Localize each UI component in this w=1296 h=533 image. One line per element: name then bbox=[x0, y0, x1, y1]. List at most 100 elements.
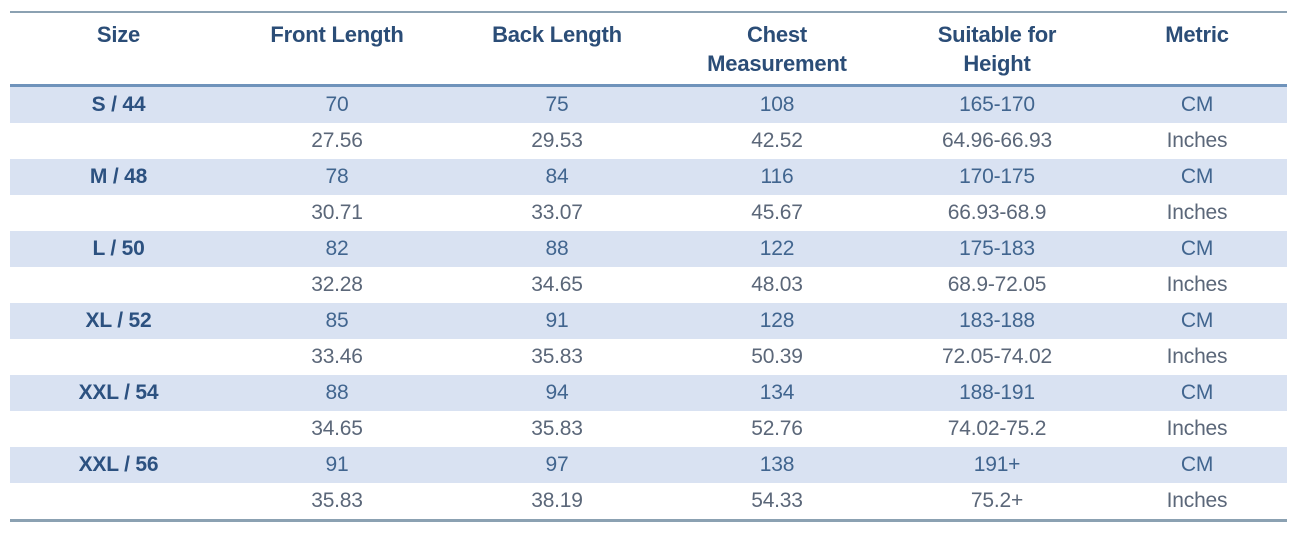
value-cell: 84 bbox=[545, 165, 569, 189]
value-cell: CM bbox=[1180, 93, 1214, 117]
value-cell: 191+ bbox=[973, 453, 1021, 477]
value-cell: 64.96-66.93 bbox=[942, 129, 1052, 153]
value-cell: 72.05-74.02 bbox=[942, 345, 1052, 369]
value-cell: 52.76 bbox=[751, 417, 803, 441]
table-row-cm: XXL / 56 91 97 138 191+ CM bbox=[10, 447, 1287, 484]
value-cell: 165-170 bbox=[959, 93, 1035, 117]
column-header-size: Size bbox=[10, 12, 227, 86]
value-cell: CM bbox=[1180, 237, 1214, 261]
column-header-front-length: Front Length bbox=[227, 12, 447, 86]
value-cell: 94 bbox=[545, 381, 569, 405]
size-cell: M / 48 bbox=[89, 165, 148, 189]
column-header-metric: Metric bbox=[1107, 12, 1287, 86]
value-cell: 134 bbox=[759, 381, 795, 405]
value-cell: 42.52 bbox=[751, 129, 803, 153]
column-header-back-length: Back Length bbox=[447, 12, 667, 86]
size-cell: XXL / 54 bbox=[78, 381, 159, 405]
value-cell: 32.28 bbox=[311, 273, 363, 297]
size-cell bbox=[10, 339, 227, 375]
value-cell: 85 bbox=[325, 309, 349, 333]
column-header-line: Front Length bbox=[270, 22, 404, 47]
value-cell: 74.02-75.2 bbox=[947, 417, 1047, 441]
value-cell: Inches bbox=[1166, 489, 1228, 513]
table-row-cm: M / 48 78 84 116 170-175 CM bbox=[10, 159, 1287, 196]
value-cell: 48.03 bbox=[751, 273, 803, 297]
size-cell bbox=[10, 123, 227, 159]
value-cell: 88 bbox=[325, 381, 349, 405]
value-cell: 108 bbox=[759, 93, 795, 117]
value-cell: 91 bbox=[325, 453, 349, 477]
value-cell: 27.56 bbox=[311, 129, 363, 153]
value-cell: 75 bbox=[545, 93, 569, 117]
value-cell: 29.53 bbox=[531, 129, 583, 153]
column-header-chest-measurement: Chest Measurement bbox=[667, 12, 887, 86]
column-header-line: Chest bbox=[746, 22, 808, 47]
value-cell: CM bbox=[1180, 165, 1214, 189]
table-row-inches: 33.46 35.83 50.39 72.05-74.02 Inches bbox=[10, 339, 1287, 375]
value-cell: 35.83 bbox=[311, 489, 363, 513]
table-row-cm: L / 50 82 88 122 175-183 CM bbox=[10, 231, 1287, 268]
value-cell: 183-188 bbox=[959, 309, 1035, 333]
size-cell: XL / 52 bbox=[85, 309, 152, 333]
value-cell: 175-183 bbox=[959, 237, 1035, 261]
value-cell: 91 bbox=[545, 309, 569, 333]
header-row: Size Front Length Back Length Chest Measurem… bbox=[10, 12, 1287, 86]
value-cell: 34.65 bbox=[531, 273, 583, 297]
table-row-inches: 30.71 33.07 45.67 66.93-68.9 Inches bbox=[10, 195, 1287, 231]
column-header-line: Metric bbox=[1165, 22, 1229, 47]
value-cell: 116 bbox=[760, 165, 794, 189]
table-body: S / 44 70 75 108 165-170 CM 27.56 29.53 42.52 64.… bbox=[10, 85, 1287, 521]
value-cell: 38.19 bbox=[531, 489, 583, 513]
value-cell: Inches bbox=[1166, 129, 1228, 153]
value-cell: 66.93-68.9 bbox=[947, 201, 1047, 225]
value-cell: 170-175 bbox=[959, 165, 1035, 189]
column-header-line: Height bbox=[963, 50, 1031, 76]
table-header: Size Front Length Back Length Chest Measurem… bbox=[10, 12, 1287, 86]
table-row-inches: 32.28 34.65 48.03 68.9-72.05 Inches bbox=[10, 267, 1287, 303]
value-cell: 138 bbox=[759, 453, 795, 477]
value-cell: 30.71 bbox=[311, 201, 363, 225]
value-cell: Inches bbox=[1166, 201, 1228, 225]
value-cell: Inches bbox=[1166, 345, 1228, 369]
value-cell: 33.07 bbox=[531, 201, 583, 225]
column-header-suitable-for-height: Suitable for Height bbox=[887, 12, 1107, 86]
value-cell: CM bbox=[1180, 381, 1214, 405]
size-chart-table: Size Front Length Back Length Chest Measurem… bbox=[10, 11, 1287, 522]
column-header-line: Back Length bbox=[492, 22, 622, 47]
value-cell: 34.65 bbox=[311, 417, 363, 441]
value-cell: CM bbox=[1180, 309, 1214, 333]
table-row-inches: 34.65 35.83 52.76 74.02-75.2 Inches bbox=[10, 411, 1287, 447]
value-cell: 68.9-72.05 bbox=[947, 273, 1047, 297]
size-cell bbox=[10, 195, 227, 231]
table-row-inches: 27.56 29.53 42.52 64.96-66.93 Inches bbox=[10, 123, 1287, 159]
size-cell bbox=[10, 483, 227, 521]
size-cell: S / 44 bbox=[91, 93, 146, 117]
value-cell: 35.83 bbox=[531, 345, 583, 369]
size-cell bbox=[10, 267, 227, 303]
value-cell: 88 bbox=[545, 237, 569, 261]
value-cell: 50.39 bbox=[751, 345, 803, 369]
value-cell: 75.2+ bbox=[970, 489, 1024, 513]
size-cell: XXL / 56 bbox=[78, 453, 159, 477]
value-cell: 45.67 bbox=[751, 201, 803, 225]
value-cell: Inches bbox=[1166, 273, 1228, 297]
value-cell: 188-191 bbox=[959, 381, 1035, 405]
value-cell: CM bbox=[1180, 453, 1214, 477]
value-cell: 122 bbox=[759, 237, 795, 261]
table-row-cm: S / 44 70 75 108 165-170 CM bbox=[10, 85, 1287, 124]
column-header-line: Suitable for bbox=[937, 22, 1057, 47]
column-header-line: Measurement bbox=[707, 50, 847, 76]
value-cell: 78 bbox=[325, 165, 349, 189]
value-cell: 128 bbox=[759, 309, 795, 333]
value-cell: Inches bbox=[1166, 417, 1228, 441]
table-row-cm: XXL / 54 88 94 134 188-191 CM bbox=[10, 375, 1287, 412]
value-cell: 35.83 bbox=[531, 417, 583, 441]
value-cell: 33.46 bbox=[311, 345, 363, 369]
value-cell: 97 bbox=[545, 453, 569, 477]
value-cell: 70 bbox=[325, 93, 349, 117]
size-cell: L / 50 bbox=[92, 237, 145, 261]
table-row-inches: 35.83 38.19 54.33 75.2+ Inches bbox=[10, 483, 1287, 521]
value-cell: 54.33 bbox=[751, 489, 803, 513]
column-header-line: Size bbox=[96, 22, 141, 47]
